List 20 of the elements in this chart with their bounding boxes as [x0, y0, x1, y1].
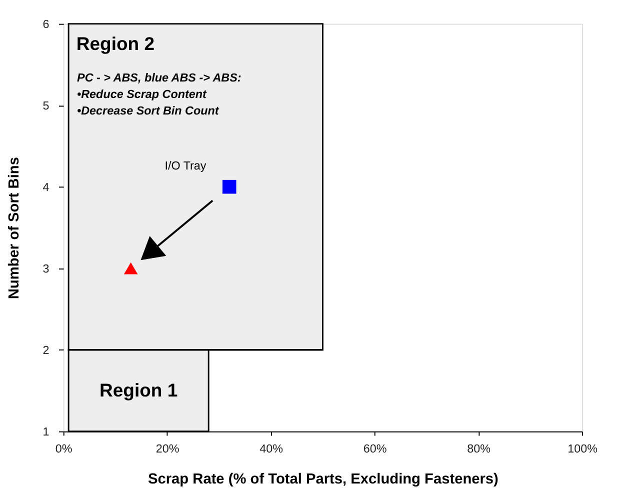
x-tick-label: 60%	[363, 442, 387, 456]
annotation: PC - > ABS, blue ABS -> ABS:	[77, 71, 242, 84]
annotation: I/O Tray	[164, 159, 206, 172]
x-tick-label: 20%	[156, 442, 180, 456]
annotation: •Decrease Sort Bin Count	[77, 104, 220, 118]
band-label: Region 2	[76, 33, 155, 54]
x-axis-title: Scrap Rate (% of Total Parts, Excluding Fasteners)	[148, 472, 499, 488]
annotation: •Reduce Scrap Content	[77, 88, 208, 101]
x-tick-label: 0%	[55, 442, 72, 456]
y-axis-title: Number of Sort Bins	[6, 157, 22, 300]
y-tick-label: 6	[42, 18, 50, 32]
x-tick-label: 40%	[260, 442, 284, 456]
y-tick-label: 3	[42, 262, 50, 276]
x-tick-label: 100%	[568, 442, 598, 456]
y-tick-label: 1	[42, 426, 50, 439]
y-tick-label: 4	[42, 181, 50, 194]
x-tick-label: 80%	[467, 442, 491, 456]
y-tick-label: 5	[42, 100, 50, 113]
y-tick-label: 2	[42, 344, 50, 358]
band-label: Region 1	[99, 379, 178, 400]
